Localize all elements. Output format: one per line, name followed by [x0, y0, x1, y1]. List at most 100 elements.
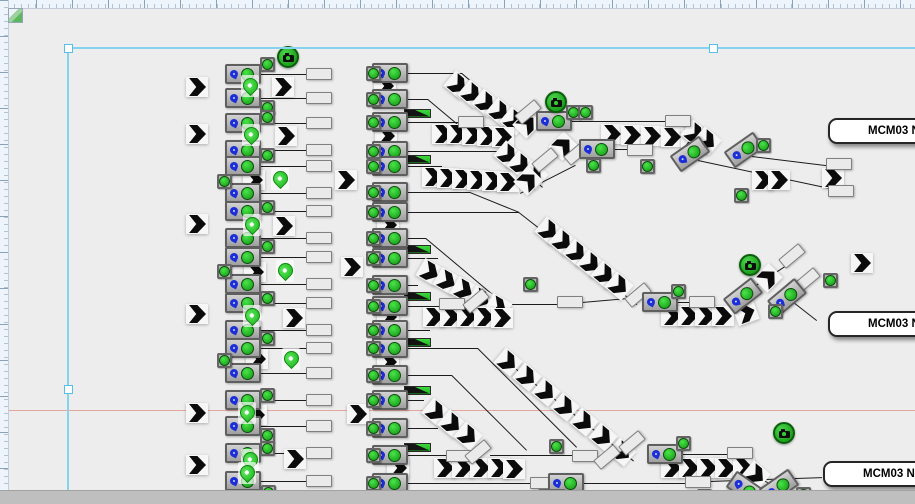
sensor-indicator[interactable] [259, 387, 275, 403]
location-pin-icon[interactable] [236, 461, 259, 484]
flow-arrow-icon[interactable] [434, 458, 456, 478]
sensor-indicator[interactable] [365, 392, 381, 408]
conveyor-line[interactable] [794, 303, 818, 322]
conveyor-unit[interactable] [579, 139, 615, 159]
conveyor-segment[interactable] [306, 68, 332, 80]
location-pin-icon[interactable] [239, 74, 262, 97]
flow-arrow-icon[interactable] [335, 170, 357, 190]
horizontal-scrollbar[interactable] [0, 490, 915, 504]
conveyor-unit[interactable] [548, 473, 584, 493]
conveyor-line[interactable] [404, 306, 440, 307]
sensor-indicator[interactable] [365, 65, 381, 81]
flow-arrow-icon[interactable] [621, 125, 643, 145]
sensor-indicator[interactable] [365, 114, 381, 130]
selection-handle[interactable] [63, 43, 73, 53]
conveyor-segment[interactable] [306, 324, 332, 336]
sensor-indicator[interactable] [365, 230, 381, 246]
camera-icon[interactable] [277, 46, 299, 68]
conveyor-line[interactable] [261, 284, 307, 285]
location-pin-icon[interactable] [241, 304, 264, 327]
flow-arrow-icon[interactable] [470, 458, 492, 478]
conveyor-segment[interactable] [778, 243, 806, 269]
conveyor-line[interactable] [261, 373, 307, 374]
sensor-indicator[interactable] [259, 440, 275, 456]
flow-arrow-icon[interactable] [851, 253, 873, 273]
selection-handle[interactable] [63, 384, 73, 394]
sensor-indicator[interactable] [670, 283, 686, 299]
sensor-indicator[interactable] [259, 238, 275, 254]
conveyor-line[interactable] [261, 166, 307, 167]
sensor-indicator[interactable] [259, 56, 275, 72]
sensor-indicator[interactable] [259, 330, 275, 346]
flow-arrow-icon[interactable] [186, 455, 208, 475]
sensor-indicator[interactable] [259, 147, 275, 163]
conveyor-line[interactable] [404, 455, 447, 456]
conveyor-unit[interactable] [372, 445, 408, 465]
selection-edge-top[interactable] [67, 47, 915, 49]
flow-arrow-icon[interactable] [641, 126, 663, 146]
conveyor-line[interactable] [404, 375, 452, 376]
conveyor-segment[interactable] [306, 342, 332, 354]
flow-arrow-icon[interactable] [822, 168, 844, 188]
sensor-indicator[interactable] [365, 184, 381, 200]
sensor-indicator[interactable] [365, 298, 381, 314]
sensor-indicator[interactable] [259, 109, 275, 125]
conveyor-segment[interactable] [665, 115, 691, 127]
conveyor-line[interactable] [261, 481, 307, 482]
mcm-label[interactable]: MCM03 No [828, 118, 915, 144]
conveyor-line[interactable] [261, 98, 307, 99]
flow-arrow-icon[interactable] [273, 216, 295, 236]
conveyor-segment[interactable] [306, 117, 332, 129]
sensor-indicator[interactable] [365, 91, 381, 107]
flow-arrow-icon[interactable] [712, 306, 734, 326]
conveyor-segment[interactable] [306, 160, 332, 172]
sensor-indicator[interactable] [675, 435, 691, 451]
conveyor-segment[interactable] [627, 144, 653, 156]
sensor-indicator[interactable] [822, 272, 838, 288]
flow-arrow-icon[interactable] [491, 308, 513, 328]
location-pin-icon[interactable] [280, 347, 303, 370]
conveyor-line[interactable] [486, 304, 557, 305]
flow-arrow-icon[interactable] [457, 307, 479, 327]
sensor-indicator[interactable] [365, 250, 381, 266]
location-pin-icon[interactable] [269, 167, 292, 190]
conveyor-segment[interactable] [531, 147, 559, 173]
sensor-indicator[interactable] [365, 340, 381, 356]
flow-arrow-icon[interactable] [186, 304, 208, 324]
conveyor-line[interactable] [404, 330, 430, 331]
conveyor-line[interactable] [261, 193, 307, 194]
conveyor-segment[interactable] [306, 144, 332, 156]
sensor-indicator[interactable] [216, 352, 232, 368]
conveyor-line[interactable] [261, 257, 307, 258]
conveyor-line[interactable] [404, 400, 424, 401]
conveyor-line[interactable] [261, 400, 307, 401]
sensor-indicator[interactable] [639, 158, 655, 174]
flow-arrow-icon[interactable] [497, 172, 519, 192]
conveyor-segment[interactable] [727, 447, 753, 459]
conveyor-line[interactable] [571, 121, 666, 122]
conveyor-segment[interactable] [826, 158, 852, 170]
location-pin-icon[interactable] [240, 123, 263, 146]
camera-icon[interactable] [545, 91, 567, 113]
selection-handle[interactable] [708, 43, 718, 53]
sensor-indicator[interactable] [365, 204, 381, 220]
conveyor-line[interactable] [404, 99, 428, 100]
sensor-indicator[interactable] [365, 475, 381, 491]
conveyor-line[interactable] [404, 151, 500, 152]
conveyor-segment[interactable] [689, 296, 715, 308]
conveyor-segment[interactable] [439, 298, 465, 310]
conveyor-line[interactable] [261, 330, 307, 331]
conveyor-segment[interactable] [306, 367, 332, 379]
conveyor-line[interactable] [261, 123, 307, 124]
conveyor-line[interactable] [672, 302, 695, 303]
sensor-indicator[interactable] [365, 367, 381, 383]
flow-arrow-icon[interactable] [423, 307, 445, 327]
sensor-indicator[interactable] [733, 187, 749, 203]
conveyor-unit[interactable] [225, 156, 261, 176]
conveyor-line[interactable] [261, 238, 307, 239]
conveyor-segment[interactable] [306, 92, 332, 104]
conveyor-unit[interactable] [372, 89, 408, 109]
location-pin-icon[interactable] [274, 259, 297, 282]
sensor-indicator[interactable] [259, 290, 275, 306]
